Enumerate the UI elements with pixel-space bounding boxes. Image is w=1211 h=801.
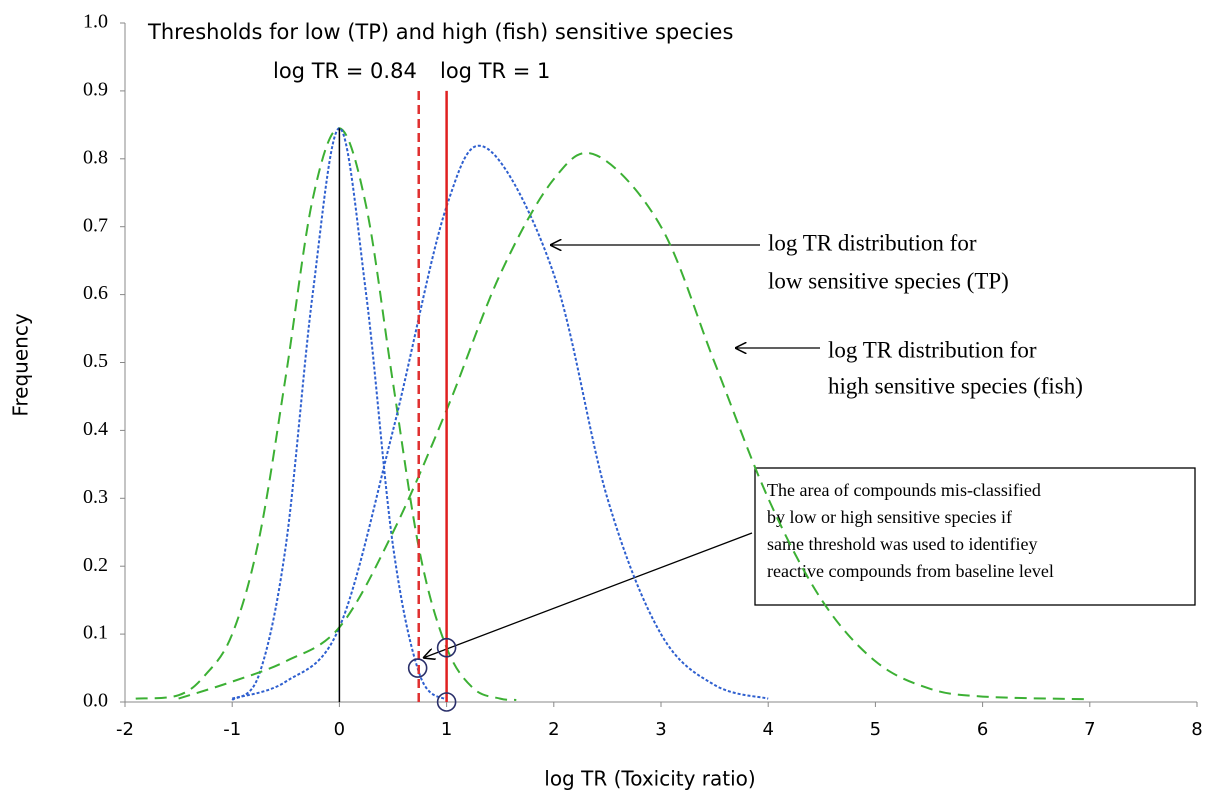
y-tick-label: 0.3 — [83, 486, 108, 508]
series-line — [178, 151, 1090, 701]
marker-circle — [436, 692, 457, 712]
annotation: low sensitive species (TP) — [768, 268, 1009, 293]
annotation: high sensitive species (fish) — [828, 373, 1083, 398]
marker-circle — [407, 658, 428, 678]
arrow — [423, 532, 753, 658]
annotation: same threshold was used to identifiey — [767, 534, 1037, 554]
series-line — [231, 144, 769, 700]
x-tick-label: 8 — [1191, 719, 1202, 740]
x-tick-label: 6 — [977, 719, 988, 740]
series-line — [135, 127, 517, 701]
x-tick-label: 7 — [1084, 719, 1095, 740]
y-tick-label: 0.0 — [83, 690, 108, 712]
y-tick-label: 0.9 — [83, 78, 108, 100]
y-tick-label: 0.4 — [83, 418, 108, 440]
x-tick-label: -1 — [223, 719, 241, 740]
x-tick-label: 0 — [334, 719, 345, 740]
x-tick-label: 1 — [441, 719, 452, 740]
y-axis-label: Frequency — [9, 313, 33, 416]
x-axis-label: log TR (Toxicity ratio) — [544, 767, 755, 791]
x-tick-label: 2 — [548, 719, 559, 740]
y-tick-label: 0.1 — [83, 622, 108, 644]
marker-circle — [436, 637, 457, 658]
y-tick-label: 0.6 — [83, 282, 108, 304]
x-tick-label: 4 — [762, 719, 773, 740]
chart-title: Thresholds for low (TP) and high (fish) … — [147, 20, 733, 44]
y-tick-label: 0.5 — [83, 350, 108, 372]
x-tick-label: -2 — [116, 719, 134, 740]
annotation-box — [754, 467, 1196, 606]
threshold-label: log TR = 0.84 — [273, 59, 417, 83]
x-tick-label: 3 — [655, 719, 666, 740]
annotation: log TR distribution for — [828, 337, 1037, 362]
threshold-label: log TR = 1 — [440, 59, 550, 83]
x-tick-label: 5 — [870, 719, 881, 740]
annotation: The area of compounds mis-classified — [767, 480, 1041, 500]
y-tick-label: 1.0 — [83, 11, 108, 33]
y-tick-label: 0.2 — [83, 554, 108, 576]
annotation: log TR distribution for — [768, 230, 977, 255]
y-tick-label: 0.7 — [83, 214, 108, 236]
y-tick-label: 0.8 — [83, 146, 108, 168]
annotation: by low or high sensitive species if — [767, 507, 1012, 527]
annotation: reactive compounds from baseline level — [767, 561, 1054, 581]
